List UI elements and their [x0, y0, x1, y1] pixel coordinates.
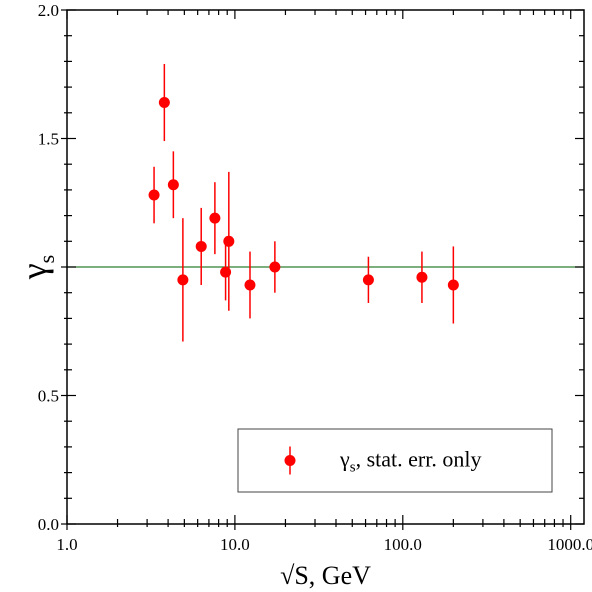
tick-labels: 1.0 10.0 100.0 1000.0 0.0 0.5 1.5 2.0 [38, 1, 592, 554]
data-point [416, 271, 428, 283]
x-tick-label: 1.0 [56, 535, 77, 554]
x-tick-label: 10.0 [220, 535, 250, 554]
legend-entry-sub: s [350, 460, 356, 476]
legend-entry-main: γ [339, 447, 350, 472]
legend-marker [284, 455, 296, 466]
legend-entry-rest: , stat. err. only [356, 447, 482, 472]
data-points [148, 63, 459, 342]
data-point [244, 279, 256, 291]
data-point [223, 235, 235, 247]
y-axis-title-sub: s [34, 255, 59, 264]
y-tick-label: 0.0 [38, 515, 59, 534]
data-point [209, 212, 221, 224]
x-tick-label: 1000.0 [547, 535, 592, 554]
x-axis-title: √S, GeV [280, 561, 371, 590]
data-point [447, 279, 459, 291]
data-point [269, 261, 281, 273]
data-point [148, 189, 160, 201]
data-point [362, 274, 374, 286]
axis-ticks [61, 9, 584, 530]
legend-entry-label: γs, stat. err. only [339, 447, 481, 476]
data-point [167, 179, 179, 191]
legend: γs, stat. err. only [237, 428, 553, 493]
y-axis-title-main: γ [14, 263, 54, 280]
x-tick-label: 100.0 [384, 535, 422, 554]
data-point [177, 274, 189, 286]
data-point [158, 97, 170, 109]
data-point [195, 240, 207, 252]
y-tick-label: 2.0 [38, 1, 59, 20]
y-axis-title: γs [14, 255, 59, 280]
y-tick-label: 0.5 [38, 387, 59, 406]
y-tick-label: 1.5 [38, 130, 59, 149]
